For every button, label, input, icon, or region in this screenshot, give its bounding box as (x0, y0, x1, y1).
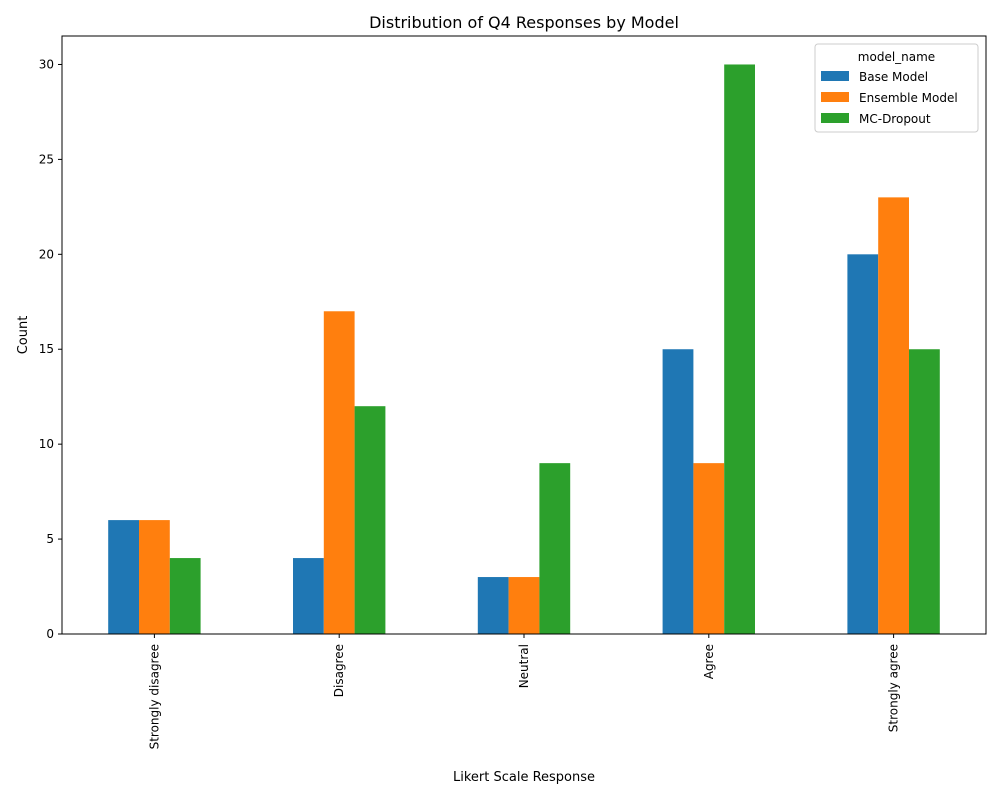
x-tick-label: Strongly agree (887, 644, 901, 732)
legend-swatch (821, 113, 849, 123)
y-axis-label: Count (16, 316, 31, 355)
y-tick-label: 5 (46, 532, 54, 546)
legend-label: MC-Dropout (859, 112, 931, 126)
x-tick-label: Neutral (517, 644, 531, 688)
legend-box (814, 43, 979, 133)
legend-label: Base Model (859, 70, 928, 84)
y-tick-label: 25 (39, 152, 54, 166)
bar-mc-dropout-strongly-agree (909, 349, 940, 634)
legend-title: model_name (858, 50, 935, 64)
bar-ensemble-model-strongly-disagree (139, 520, 170, 634)
legend-swatch (821, 92, 849, 102)
bar-mc-dropout-strongly-disagree (169, 558, 201, 634)
bar-mc-dropout-neutral (539, 463, 571, 634)
y-tick-label: 10 (39, 437, 54, 451)
y-tick-label: 30 (39, 57, 54, 71)
y-tick-label: 20 (39, 247, 54, 261)
chart-title: Distribution of Q4 Responses by Model (369, 13, 679, 32)
bars-group (108, 64, 940, 635)
bar-base-model-strongly-disagree (108, 520, 139, 634)
x-tick-label: Disagree (332, 644, 346, 697)
y-axis: 0 5 10 15 20 25 30 (39, 57, 62, 641)
x-axis: Strongly disagree Disagree Neutral Agree Str… (147, 634, 901, 749)
bar-base-model-agree (662, 349, 694, 634)
legend: model_name Base Model Ensemble Model MC-Dro… (814, 43, 979, 133)
bar-ensemble-model-agree (693, 463, 725, 634)
bar-base-model-strongly-agree (847, 254, 879, 635)
y-tick-label: 0 (46, 627, 54, 641)
bar-base-model-disagree (293, 558, 324, 634)
bar-base-model-neutral (477, 577, 509, 634)
bar-ensemble-model-neutral (508, 577, 540, 634)
x-axis-label: Likert Scale Response (453, 770, 595, 785)
plot-frame (61, 35, 987, 635)
bar-ensemble-model-strongly-agree (878, 197, 909, 634)
y-tick-label: 15 (39, 342, 54, 356)
x-tick-label: Agree (702, 644, 716, 679)
legend-swatch (821, 71, 849, 81)
bar-mc-dropout-disagree (354, 406, 386, 634)
bar-ensemble-model-disagree (323, 311, 355, 634)
x-tick-label: Strongly disagree (147, 644, 161, 749)
bar-mc-dropout-agree (724, 64, 755, 634)
legend-label: Ensemble Model (859, 91, 958, 105)
